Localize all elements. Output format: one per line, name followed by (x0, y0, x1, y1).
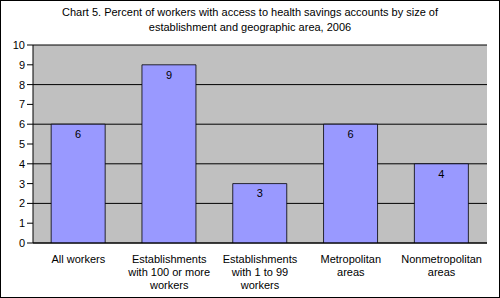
svg-text:9: 9 (166, 69, 172, 81)
svg-text:3: 3 (19, 178, 25, 190)
svg-text:6: 6 (75, 128, 81, 140)
svg-text:4: 4 (438, 168, 444, 180)
svg-text:3: 3 (257, 187, 263, 199)
svg-text:Metropolitanareas: Metropolitanareas (321, 253, 382, 278)
html-text:Chart 5. Percent of workers wi: Chart 5. Percent of workers with access … (62, 6, 438, 33)
svg-text:7: 7 (19, 98, 25, 110)
svg-text:2: 2 (19, 197, 25, 209)
svg-text:10: 10 (13, 39, 25, 51)
svg-text:9: 9 (19, 59, 25, 71)
svg-text:Establishmentswith 1 to 99work: Establishmentswith 1 to 99workers (223, 253, 298, 291)
svg-text:6: 6 (347, 128, 353, 140)
svg-text:8: 8 (19, 79, 25, 91)
svg-text:0: 0 (19, 237, 25, 249)
svg-text:Establishmentswith 100 or more: Establishmentswith 100 or moreworkers (127, 253, 210, 291)
svg-text:6: 6 (19, 118, 25, 130)
svg-text:4: 4 (19, 158, 25, 170)
svg-text:Nonmetropolitanareas: Nonmetropolitanareas (401, 253, 482, 278)
svg-text:5: 5 (19, 138, 25, 150)
svg-text:1: 1 (19, 217, 25, 229)
svg-text:All workers: All workers (52, 253, 106, 265)
